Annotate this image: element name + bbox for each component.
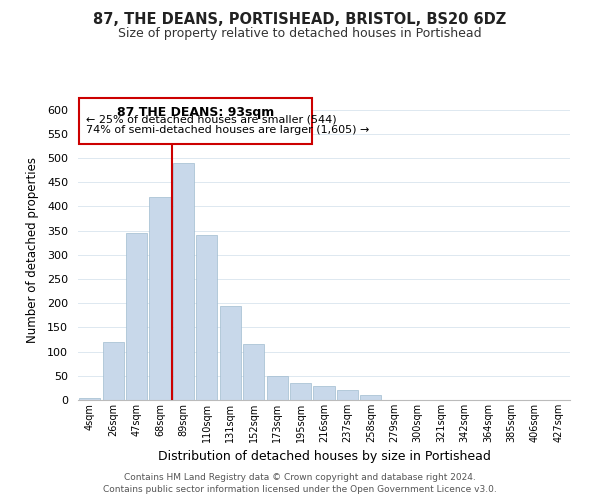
Bar [103, 342, 124, 400]
Text: ← 25% of detached houses are smaller (544): ← 25% of detached houses are smaller (54… [86, 114, 337, 124]
Bar [149, 197, 170, 400]
Bar [173, 163, 194, 400]
Text: 87, THE DEANS, PORTISHEAD, BRISTOL, BS20 6DZ: 87, THE DEANS, PORTISHEAD, BRISTOL, BS20… [94, 12, 506, 28]
Bar [266, 376, 287, 400]
Bar [220, 306, 241, 400]
Bar [361, 395, 382, 400]
X-axis label: Distribution of detached houses by size in Portishead: Distribution of detached houses by size … [158, 450, 490, 464]
Bar [290, 383, 311, 400]
Bar [243, 344, 264, 400]
Text: 74% of semi-detached houses are larger (1,605) →: 74% of semi-detached houses are larger (… [86, 125, 370, 135]
FancyBboxPatch shape [79, 98, 312, 144]
Y-axis label: Number of detached properties: Number of detached properties [26, 157, 39, 343]
Text: 87 THE DEANS: 93sqm: 87 THE DEANS: 93sqm [117, 106, 274, 119]
Text: Size of property relative to detached houses in Portishead: Size of property relative to detached ho… [118, 28, 482, 40]
Text: Contains HM Land Registry data © Crown copyright and database right 2024.: Contains HM Land Registry data © Crown c… [124, 474, 476, 482]
Bar [79, 398, 100, 400]
Bar [313, 386, 335, 400]
Text: Contains public sector information licensed under the Open Government Licence v3: Contains public sector information licen… [103, 485, 497, 494]
Bar [337, 390, 358, 400]
Bar [126, 233, 147, 400]
Bar [196, 236, 217, 400]
